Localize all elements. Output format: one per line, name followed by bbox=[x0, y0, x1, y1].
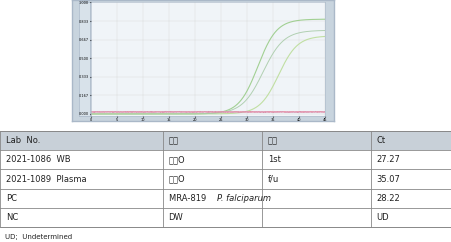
Text: PC: PC bbox=[6, 194, 17, 203]
Text: f/u: f/u bbox=[267, 174, 279, 184]
Text: 시점: 시점 bbox=[267, 136, 277, 145]
Text: DW: DW bbox=[168, 213, 183, 222]
Bar bbox=[0, 131, 451, 227]
Bar bbox=[0, 169, 451, 189]
Text: 2021-1089  Plasma: 2021-1089 Plasma bbox=[6, 174, 86, 184]
Text: 27.27: 27.27 bbox=[376, 155, 400, 164]
Text: 이름: 이름 bbox=[168, 136, 178, 145]
Bar bbox=[0, 208, 451, 227]
Text: UD;  Undetermined: UD; Undetermined bbox=[5, 234, 72, 240]
Text: 조성O: 조성O bbox=[168, 174, 185, 184]
Text: NC: NC bbox=[6, 213, 18, 222]
Bar bbox=[0, 131, 451, 150]
Text: P. falciparum: P. falciparum bbox=[217, 194, 271, 203]
Text: MRA-819: MRA-819 bbox=[168, 194, 211, 203]
Text: 28.22: 28.22 bbox=[376, 194, 400, 203]
Text: UD: UD bbox=[376, 213, 388, 222]
Text: Ct: Ct bbox=[376, 136, 385, 145]
Text: 조성O: 조성O bbox=[168, 155, 185, 164]
Bar bbox=[0, 189, 451, 208]
Text: 2021-1086  WB: 2021-1086 WB bbox=[6, 155, 70, 164]
Text: Lab  No.: Lab No. bbox=[6, 136, 40, 145]
Text: 1st: 1st bbox=[267, 155, 280, 164]
Text: 35.07: 35.07 bbox=[376, 174, 400, 184]
Bar bbox=[0, 150, 451, 169]
